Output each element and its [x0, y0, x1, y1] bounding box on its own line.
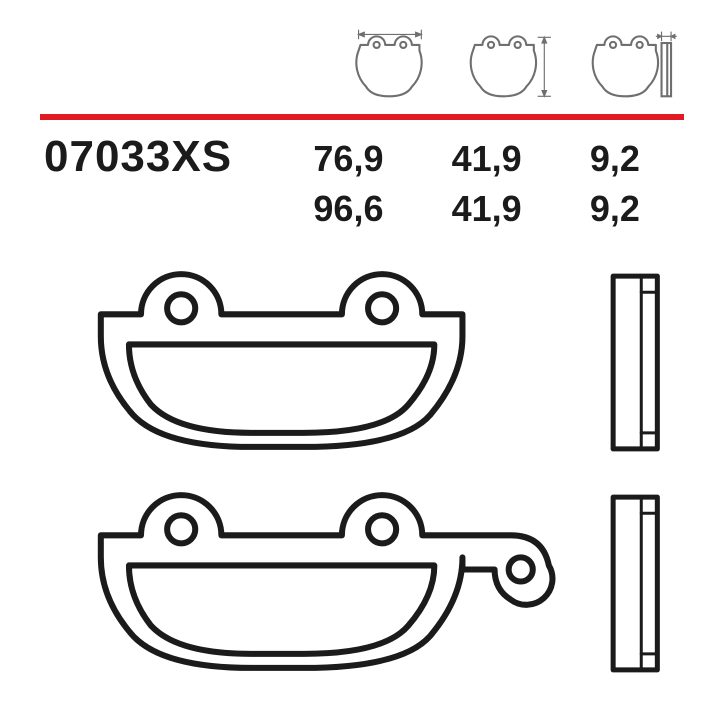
red-divider	[40, 114, 684, 120]
dim-icon-thickness	[584, 24, 682, 102]
row2-height: 41,9	[452, 188, 542, 230]
row2-width: 96,6	[313, 188, 403, 230]
pad-top-front	[101, 274, 463, 447]
spec-table: 07033XS 76,9 41,9 9,2 . 96,6 41,9 9,2	[44, 132, 680, 232]
side-view-top	[613, 276, 657, 449]
row1-thickness: 9,2	[590, 138, 680, 180]
side-view-bottom	[613, 497, 657, 670]
header-dimension-icons	[340, 24, 682, 102]
row1-width: 76,9	[313, 138, 403, 180]
row1-height: 41,9	[452, 138, 542, 180]
dim-icon-width	[340, 24, 438, 102]
dim-icon-height	[462, 24, 560, 102]
row2-thickness: 9,2	[590, 188, 680, 230]
technical-drawing	[40, 246, 684, 688]
part-number: 07033XS	[44, 132, 265, 182]
spec-row-2: . 96,6 41,9 9,2	[44, 182, 680, 232]
spec-row-1: 07033XS 76,9 41,9 9,2	[44, 132, 680, 182]
pad-bottom-front	[101, 495, 553, 668]
